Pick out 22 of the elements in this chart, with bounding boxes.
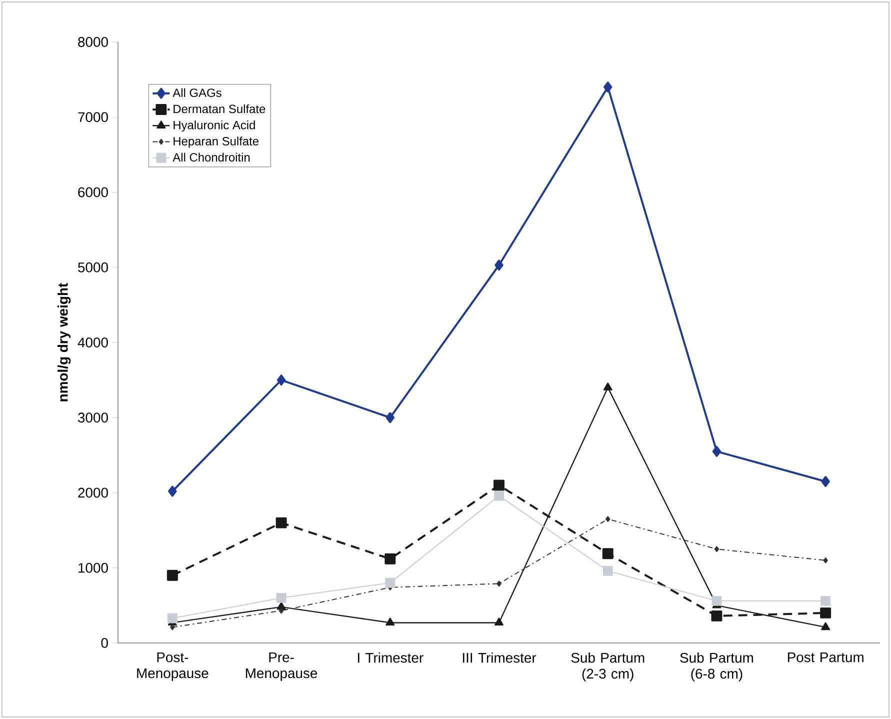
- y-axis-title: nmol/g dry weight: [58, 283, 71, 402]
- x-tick-label: Pre-Menopause: [246, 652, 318, 681]
- y-tick-label: 5000: [78, 262, 108, 272]
- y-tick-label: 3000: [78, 412, 108, 423]
- legend-label: Hyaluronic Acid: [174, 120, 255, 132]
- y-tick-label: 1000: [78, 562, 108, 573]
- x-tick-label: Sub Partum (2-3 cm): [571, 652, 644, 682]
- y-tick-label: 0: [101, 638, 108, 648]
- x-tick-label: Post Partum: [788, 652, 864, 662]
- x-tick-label: Post-Menopause: [137, 652, 208, 681]
- y-tick-label: 4000: [78, 338, 108, 348]
- x-tick-label: III Trimester: [462, 652, 536, 663]
- y-tick-label: 8000: [78, 37, 108, 47]
- y-tick-label: 7000: [78, 112, 108, 122]
- legend-label: All GAGs: [172, 88, 222, 98]
- x-tick-label: Sub Partum (6-8 cm): [680, 652, 754, 682]
- legend-label: Dermatan Sulfate: [174, 104, 266, 114]
- legend-label: All Chondroitin: [172, 152, 250, 162]
- legend-label: Heparan Sulfate: [174, 136, 258, 148]
- x-tick-label: I Trimester: [358, 652, 424, 663]
- y-tick-label: 6000: [78, 187, 108, 198]
- y-tick-label: 2000: [78, 488, 108, 498]
